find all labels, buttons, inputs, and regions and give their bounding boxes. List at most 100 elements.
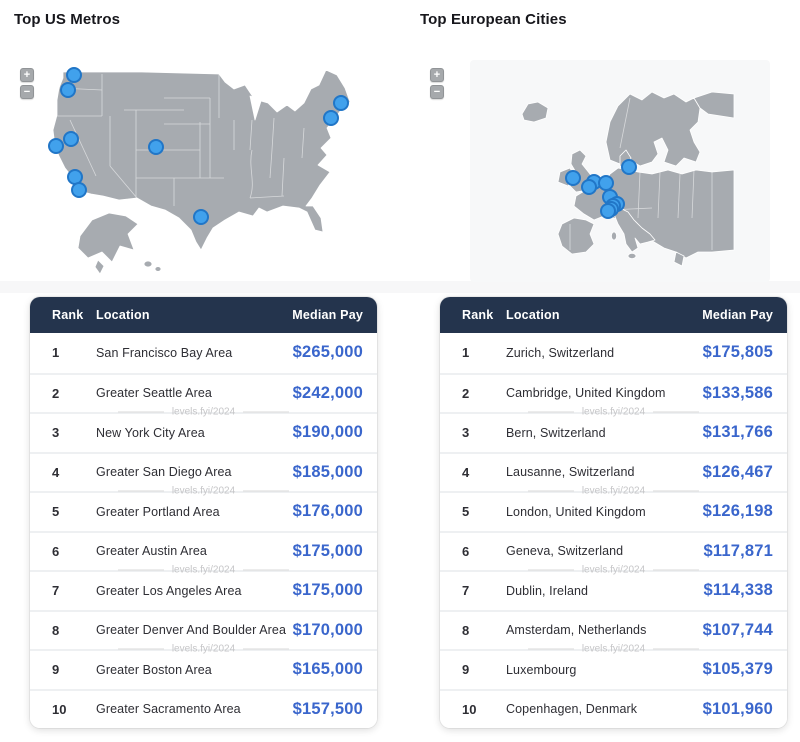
column-rank: Rank xyxy=(462,308,494,322)
city-marker[interactable] xyxy=(581,179,597,195)
table-row: 7 Greater Los Angeles Area $175,000 xyxy=(30,570,377,610)
greece-shape xyxy=(673,251,685,267)
city-marker[interactable] xyxy=(66,67,82,83)
median-pay-cell: $126,198 xyxy=(702,502,773,521)
city-marker[interactable] xyxy=(193,209,209,225)
median-pay-cell: $117,871 xyxy=(703,541,773,560)
zoom-out-button[interactable]: − xyxy=(20,85,34,99)
zoom-in-button[interactable]: + xyxy=(430,68,444,82)
median-pay-cell: $175,805 xyxy=(702,343,773,362)
island-shape xyxy=(94,259,105,275)
europe-map-svg xyxy=(470,60,770,282)
italy-shape xyxy=(613,207,656,253)
europe-table-card: Rank Location Median Pay 1 Zurich, Switze… xyxy=(440,297,787,728)
median-pay-cell: $190,000 xyxy=(292,423,363,442)
median-pay-cell: $170,000 xyxy=(292,620,363,639)
table-row: 1 Zurich, Switzerland $175,805 xyxy=(440,333,787,373)
us-map[interactable]: + − xyxy=(14,58,377,288)
rank-cell: 2 xyxy=(52,385,60,401)
northeast-landmass xyxy=(693,91,735,119)
location-cell: Greater Denver And Boulder Area xyxy=(96,623,287,638)
rank-cell: 7 xyxy=(52,583,60,599)
europe-map[interactable]: + − xyxy=(424,58,790,288)
location-cell: Cambridge, United Kingdom xyxy=(506,386,666,401)
table-row: 8 Greater Denver And Boulder Area $170,000 xyxy=(30,609,377,649)
location-cell: London, United Kingdom xyxy=(506,504,646,519)
state-borders xyxy=(55,74,305,206)
table-row: 4 Lausanne, Switzerland $126,467 xyxy=(440,451,787,491)
city-marker[interactable] xyxy=(71,182,87,198)
table-row: 1 San Francisco Bay Area $265,000 xyxy=(30,333,377,373)
rank-cell: 1 xyxy=(462,345,470,361)
location-cell: Dublin, Ireland xyxy=(506,583,589,598)
city-marker[interactable] xyxy=(60,82,76,98)
median-pay-cell: $114,338 xyxy=(703,581,773,600)
median-pay-cell: $131,766 xyxy=(702,423,773,442)
city-marker[interactable] xyxy=(67,169,83,185)
table-row: 3 New York City Area $190,000 xyxy=(30,412,377,452)
page-title: Top US Metros xyxy=(14,11,121,28)
column-location: Location xyxy=(96,308,150,322)
rank-cell: 2 xyxy=(462,385,470,401)
table-row: 6 Greater Austin Area $175,000 xyxy=(30,530,377,570)
median-pay-cell: $105,379 xyxy=(702,660,773,679)
sicily-shape xyxy=(627,252,637,259)
city-marker[interactable] xyxy=(565,170,581,186)
zoom-in-button[interactable]: + xyxy=(20,68,34,82)
location-cell: New York City Area xyxy=(96,425,205,440)
us-mainland-shape xyxy=(52,69,351,251)
rank-cell: 4 xyxy=(52,464,60,480)
table-body: 1 Zurich, Switzerland $175,805 2 Cambridge, … xyxy=(440,333,787,728)
table-row: 9 Luxembourg $105,379 xyxy=(440,649,787,689)
rank-cell: 8 xyxy=(462,622,470,638)
city-marker[interactable] xyxy=(333,95,349,111)
location-cell: Greater San Diego Area xyxy=(96,465,232,480)
location-cell: Zurich, Switzerland xyxy=(506,345,615,360)
table-row: 10 Copenhagen, Denmark $101,960 xyxy=(440,688,787,728)
rank-cell: 10 xyxy=(52,701,67,717)
median-pay-cell: $133,586 xyxy=(702,383,773,402)
city-marker[interactable] xyxy=(600,203,616,219)
table-row: 2 Greater Seattle Area $242,000 xyxy=(30,372,377,412)
city-marker[interactable] xyxy=(148,139,164,155)
median-pay-cell: $175,000 xyxy=(292,541,363,560)
table-row: 5 London, United Kingdom $126,198 xyxy=(440,491,787,531)
median-pay-cell: $126,467 xyxy=(702,462,773,481)
table-row: 3 Bern, Switzerland $131,766 xyxy=(440,412,787,452)
city-marker[interactable] xyxy=(621,159,637,175)
location-cell: Greater Austin Area xyxy=(96,544,207,559)
table-body: 1 San Francisco Bay Area $265,000 2 Greater … xyxy=(30,333,377,728)
location-cell: Lausanne, Switzerland xyxy=(506,465,635,480)
location-cell: Bern, Switzerland xyxy=(506,425,606,440)
location-cell: Amsterdam, Netherlands xyxy=(506,623,647,638)
map-zoom-controls: + − xyxy=(20,68,34,99)
rank-cell: 9 xyxy=(52,662,60,678)
rank-cell: 3 xyxy=(52,425,60,441)
map-bottom-shade xyxy=(0,281,800,293)
zoom-out-button[interactable]: − xyxy=(430,85,444,99)
median-pay-cell: $165,000 xyxy=(292,660,363,679)
location-cell: Greater Boston Area xyxy=(96,662,212,677)
rank-cell: 5 xyxy=(462,504,470,520)
median-pay-cell: $185,000 xyxy=(292,462,363,481)
location-cell: Copenhagen, Denmark xyxy=(506,702,638,717)
map-zoom-controls: + − xyxy=(430,68,444,99)
table-row: 10 Greater Sacramento Area $157,500 xyxy=(30,688,377,728)
table-header: Rank Location Median Pay xyxy=(30,297,377,333)
location-cell: San Francisco Bay Area xyxy=(96,345,233,360)
us-table-card: Rank Location Median Pay 1 San Francisco … xyxy=(30,297,377,728)
island-shape xyxy=(143,260,153,268)
median-pay-cell: $107,744 xyxy=(702,620,773,639)
city-marker[interactable] xyxy=(323,110,339,126)
city-marker[interactable] xyxy=(48,138,64,154)
column-median-pay: Median Pay xyxy=(702,308,773,322)
sardinia-shape xyxy=(610,231,617,241)
city-marker[interactable] xyxy=(598,175,614,191)
rank-cell: 9 xyxy=(462,662,470,678)
location-cell: Geneva, Switzerland xyxy=(506,544,624,559)
city-marker[interactable] xyxy=(63,131,79,147)
median-pay-cell: $157,500 xyxy=(292,699,363,718)
median-pay-cell: $176,000 xyxy=(292,502,363,521)
median-pay-cell: $265,000 xyxy=(292,343,363,362)
table-row: 8 Amsterdam, Netherlands $107,744 xyxy=(440,609,787,649)
